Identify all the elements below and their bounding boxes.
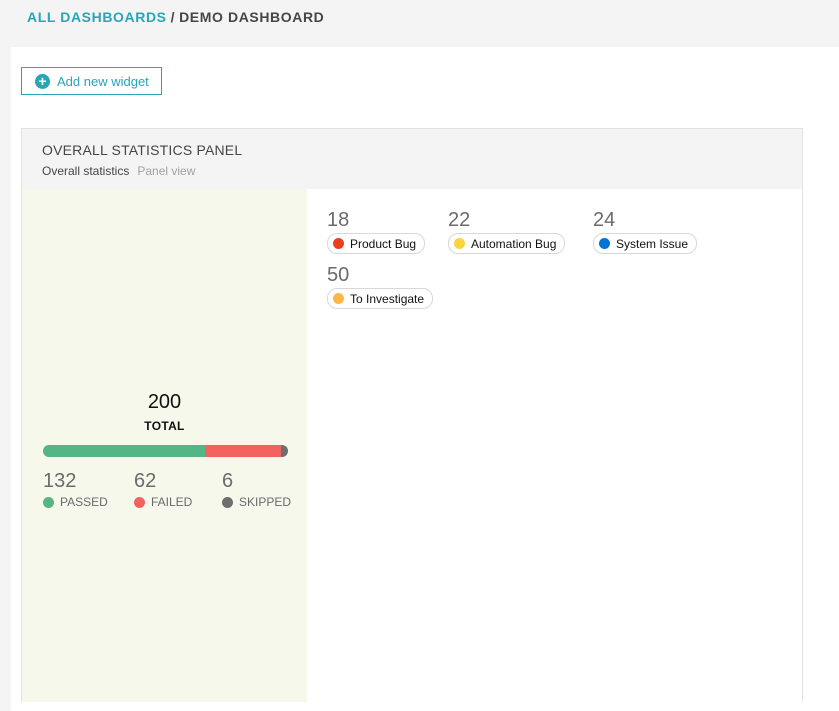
stat-skipped-label-row: SKIPPED: [222, 495, 291, 509]
stat-skipped-value: 6: [222, 470, 234, 492]
failed-segment[interactable]: [204, 445, 281, 457]
stat-passed-label-row: PASSED: [43, 495, 108, 509]
defect-to-investigate-label: To Investigate: [350, 291, 425, 306]
failed-dot-icon: [134, 496, 145, 508]
summary-pane: 200 TOTAL 132 PASSED 62 FAILED 6 SK: [22, 189, 307, 702]
defect-product-bug-label: Product Bug: [350, 236, 417, 251]
total-label: TOTAL: [144, 419, 185, 433]
to-investigate-dot-icon: [333, 293, 344, 304]
stat-failed-value: 62: [134, 470, 157, 492]
widget-title: OVERALL STATISTICS PANEL: [42, 142, 243, 158]
widget-meta: Overall statistics Panel view: [42, 164, 195, 178]
defect-automation-bug[interactable]: 22 Automation Bug: [448, 209, 566, 254]
status-progress-bar[interactable]: [43, 445, 288, 457]
defect-to-investigate-value: 50: [327, 264, 350, 286]
defect-system-issue[interactable]: 24 System Issue: [593, 209, 698, 254]
defect-product-bug-tag[interactable]: Product Bug: [327, 233, 426, 254]
stat-skipped-label: SKIPPED: [239, 495, 292, 509]
stat-passed-value: 132: [43, 470, 77, 492]
system-issue-dot-icon: [599, 238, 610, 249]
stat-failed[interactable]: 62 FAILED: [134, 470, 192, 509]
passed-dot-icon: [43, 496, 54, 508]
defect-to-investigate-tag[interactable]: To Investigate: [327, 288, 434, 309]
add-widget-button[interactable]: + Add new widget: [21, 67, 162, 95]
defect-system-issue-label: System Issue: [616, 236, 689, 251]
defect-system-issue-tag[interactable]: System Issue: [593, 233, 698, 254]
stat-failed-label: FAILED: [151, 495, 193, 509]
plus-circle-icon: +: [35, 73, 50, 89]
skipped-dot-icon: [222, 496, 233, 508]
automation-bug-dot-icon: [454, 238, 465, 249]
defect-automation-bug-value: 22: [448, 209, 471, 231]
skipped-segment[interactable]: [280, 445, 288, 457]
defects-pane: 18 Product Bug 22 Automation Bug 24 Syst…: [307, 189, 802, 702]
product-bug-dot-icon: [333, 238, 344, 249]
stat-passed[interactable]: 132 PASSED: [43, 470, 108, 509]
defect-to-investigate[interactable]: 50 To Investigate: [327, 264, 434, 309]
widget-view-type: Panel view: [137, 164, 196, 178]
breadcrumb-all-dashboards[interactable]: ALL DASHBOARDS: [27, 9, 167, 25]
defect-system-issue-value: 24: [593, 209, 616, 231]
defect-product-bug[interactable]: 18 Product Bug: [327, 209, 426, 254]
passed-segment[interactable]: [43, 445, 205, 457]
breadcrumb-separator: /: [170, 9, 176, 25]
stat-failed-label-row: FAILED: [134, 495, 192, 509]
stat-skipped[interactable]: 6 SKIPPED: [222, 470, 291, 509]
defect-automation-bug-tag[interactable]: Automation Bug: [448, 233, 566, 254]
breadcrumb-current: DEMO DASHBOARD: [179, 9, 325, 25]
breadcrumb: ALL DASHBOARDS / DEMO DASHBOARD: [27, 9, 324, 25]
stat-passed-label: PASSED: [60, 495, 108, 509]
dashboard-toolbar: + Add new widget: [11, 47, 839, 120]
widget-name: Overall statistics: [42, 164, 130, 178]
defect-automation-bug-label: Automation Bug: [471, 236, 557, 251]
add-widget-label: Add new widget: [57, 73, 149, 89]
defect-product-bug-value: 18: [327, 209, 350, 231]
widget-header[interactable]: OVERALL STATISTICS PANEL Overall statist…: [22, 129, 802, 190]
total-count[interactable]: 200: [147, 391, 182, 413]
overall-statistics-widget: OVERALL STATISTICS PANEL Overall statist…: [21, 128, 803, 702]
